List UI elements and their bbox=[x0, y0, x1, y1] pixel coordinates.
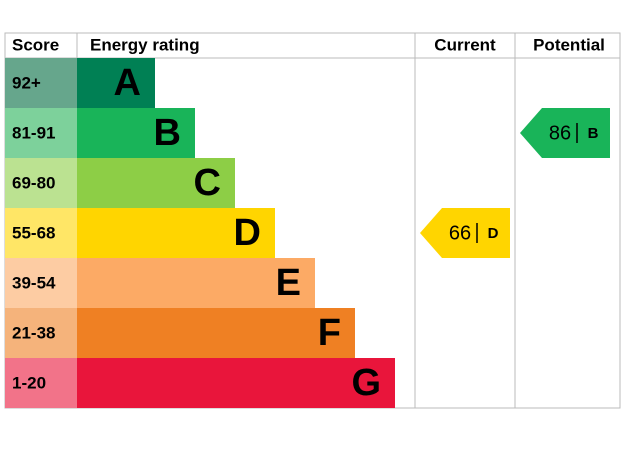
rating-letter-small: B bbox=[588, 125, 599, 142]
score-cell bbox=[5, 108, 77, 158]
header-potential: Potential bbox=[533, 35, 605, 54]
score-cell bbox=[5, 58, 77, 108]
rating-letter: A bbox=[114, 62, 141, 104]
rating-arrow bbox=[420, 208, 510, 258]
rating-bar bbox=[77, 108, 195, 158]
rating-letter: B bbox=[154, 112, 181, 154]
header-rating: Energy rating bbox=[90, 35, 200, 54]
rating-bar bbox=[77, 308, 355, 358]
rating-letter: E bbox=[276, 262, 301, 304]
score-label: 81-91 bbox=[12, 123, 55, 142]
rating-letter: G bbox=[351, 362, 381, 404]
rating-letter: F bbox=[318, 312, 341, 354]
score-cell bbox=[5, 158, 77, 208]
rating-letter: C bbox=[194, 162, 221, 204]
rating-bar bbox=[77, 158, 235, 208]
score-label: 39-54 bbox=[12, 273, 56, 292]
score-cell bbox=[5, 358, 77, 408]
rating-bar bbox=[77, 58, 155, 108]
rating-bar bbox=[77, 208, 275, 258]
score-cell bbox=[5, 258, 77, 308]
rating-value: 86 bbox=[549, 122, 571, 144]
score-label: 1-20 bbox=[12, 373, 46, 392]
rating-bar bbox=[77, 358, 395, 408]
score-label: 92+ bbox=[12, 73, 41, 92]
rating-bar bbox=[77, 258, 315, 308]
header-score: Score bbox=[12, 35, 59, 54]
score-cell bbox=[5, 208, 77, 258]
header-current: Current bbox=[434, 35, 496, 54]
rating-letter: D bbox=[234, 212, 261, 254]
score-cell bbox=[5, 308, 77, 358]
rating-value: 66 bbox=[449, 222, 471, 244]
score-label: 21-38 bbox=[12, 323, 55, 342]
score-label: 55-68 bbox=[12, 223, 55, 242]
score-label: 69-80 bbox=[12, 173, 55, 192]
rating-letter-small: D bbox=[488, 225, 499, 242]
rating-arrow bbox=[520, 108, 610, 158]
